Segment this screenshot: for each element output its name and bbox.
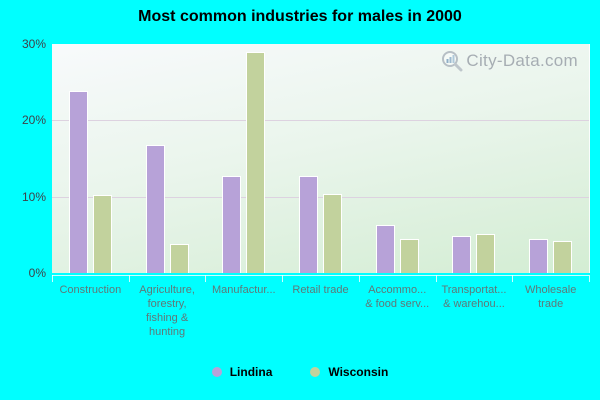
legend-item-lindina: Lindina: [211, 365, 273, 379]
bar-lindina-1: [68, 91, 88, 273]
axis-tick: [589, 275, 590, 282]
bar-group: [52, 44, 129, 273]
bar-group: [129, 44, 206, 273]
plot-area: [52, 44, 590, 273]
bar-wisconsin-1: [92, 195, 112, 273]
chart-title: Most common industries for males in 2000: [138, 8, 462, 25]
x-category-label: Construction: [52, 283, 129, 339]
x-category-label-line: trade: [538, 298, 564, 310]
x-category-label: Agriculture, forestry, fishing & hunting: [129, 283, 206, 339]
gridline: [52, 196, 589, 198]
bar-lindina-6: [452, 236, 472, 273]
axis-tick: [128, 275, 130, 282]
axis-tick: [435, 275, 437, 282]
axis-tick: [205, 275, 207, 282]
bar-wisconsin-4: [323, 194, 343, 273]
legend-label: Wisconsin: [328, 365, 389, 379]
x-category-label-line: forestry,: [147, 298, 187, 310]
bar-group: [359, 44, 436, 273]
x-category-label-line: Wholesale: [524, 284, 577, 296]
x-category-label-line: Retail trade: [292, 284, 349, 296]
x-category-label-line: Agriculture,: [139, 284, 195, 296]
bar-wisconsin-6: [476, 234, 496, 273]
axis-tick: [358, 275, 360, 282]
bar-groups: [52, 44, 589, 273]
bar-wisconsin-3: [246, 52, 266, 273]
x-category-label-line: hunting: [149, 326, 186, 338]
x-category-label-line: Transportat...: [441, 284, 507, 296]
x-category-label: Wholesale trade: [512, 283, 589, 339]
axis-tick: [512, 275, 514, 282]
x-category-label: Manufactur...: [205, 283, 282, 339]
x-category-label: Transportat... & warehou...: [436, 283, 513, 339]
legend-item-wisconsin: Wisconsin: [310, 365, 388, 379]
bar-lindina-3: [222, 176, 242, 273]
x-axis-labels: Construction Agriculture, forestry, fishing…: [52, 283, 589, 339]
x-category-label-line: Construction: [59, 284, 122, 296]
bar-wisconsin-7: [553, 240, 573, 273]
axis-tick: [282, 275, 284, 282]
bar-wisconsin-2: [169, 244, 189, 273]
legend: Lindina Wisconsin: [0, 365, 600, 379]
bar-lindina-2: [145, 144, 165, 273]
x-category-label-line: & warehou...: [443, 298, 505, 310]
x-category-label-line: fishing &: [145, 312, 189, 324]
city-data-logo-icon: [442, 51, 463, 72]
x-category-label-line: Manufactur...: [212, 284, 276, 296]
x-category-label-line: & food serv...: [365, 298, 430, 310]
bar-wisconsin-5: [399, 239, 419, 273]
x-category-label-line: Accommo...: [368, 284, 427, 296]
watermark-text: City-Data.com: [466, 51, 578, 70]
axis-tick: [52, 275, 53, 282]
bar-lindina-4: [299, 176, 319, 273]
bar-lindina-7: [529, 239, 549, 273]
legend-label: Lindina: [229, 365, 273, 379]
legend-dot-icon: [310, 367, 321, 377]
y-tick-label: 20%: [21, 113, 46, 128]
y-tick-label: 30%: [21, 37, 46, 51]
legend-dot-icon: [211, 367, 222, 377]
x-axis-ruler: [52, 275, 590, 282]
bar-group: [282, 44, 359, 273]
watermark: City-Data.com: [441, 50, 578, 72]
gridline: [52, 120, 589, 122]
bar-group: [205, 44, 282, 273]
bar-group: [512, 44, 589, 273]
bar-lindina-5: [375, 224, 395, 273]
x-category-label: Accommo... & food serv...: [359, 283, 436, 339]
bar-group: [436, 44, 513, 273]
x-category-label: Retail trade: [282, 283, 359, 339]
y-tick-label: 0%: [28, 266, 46, 280]
y-tick-label: 10%: [21, 189, 46, 204]
